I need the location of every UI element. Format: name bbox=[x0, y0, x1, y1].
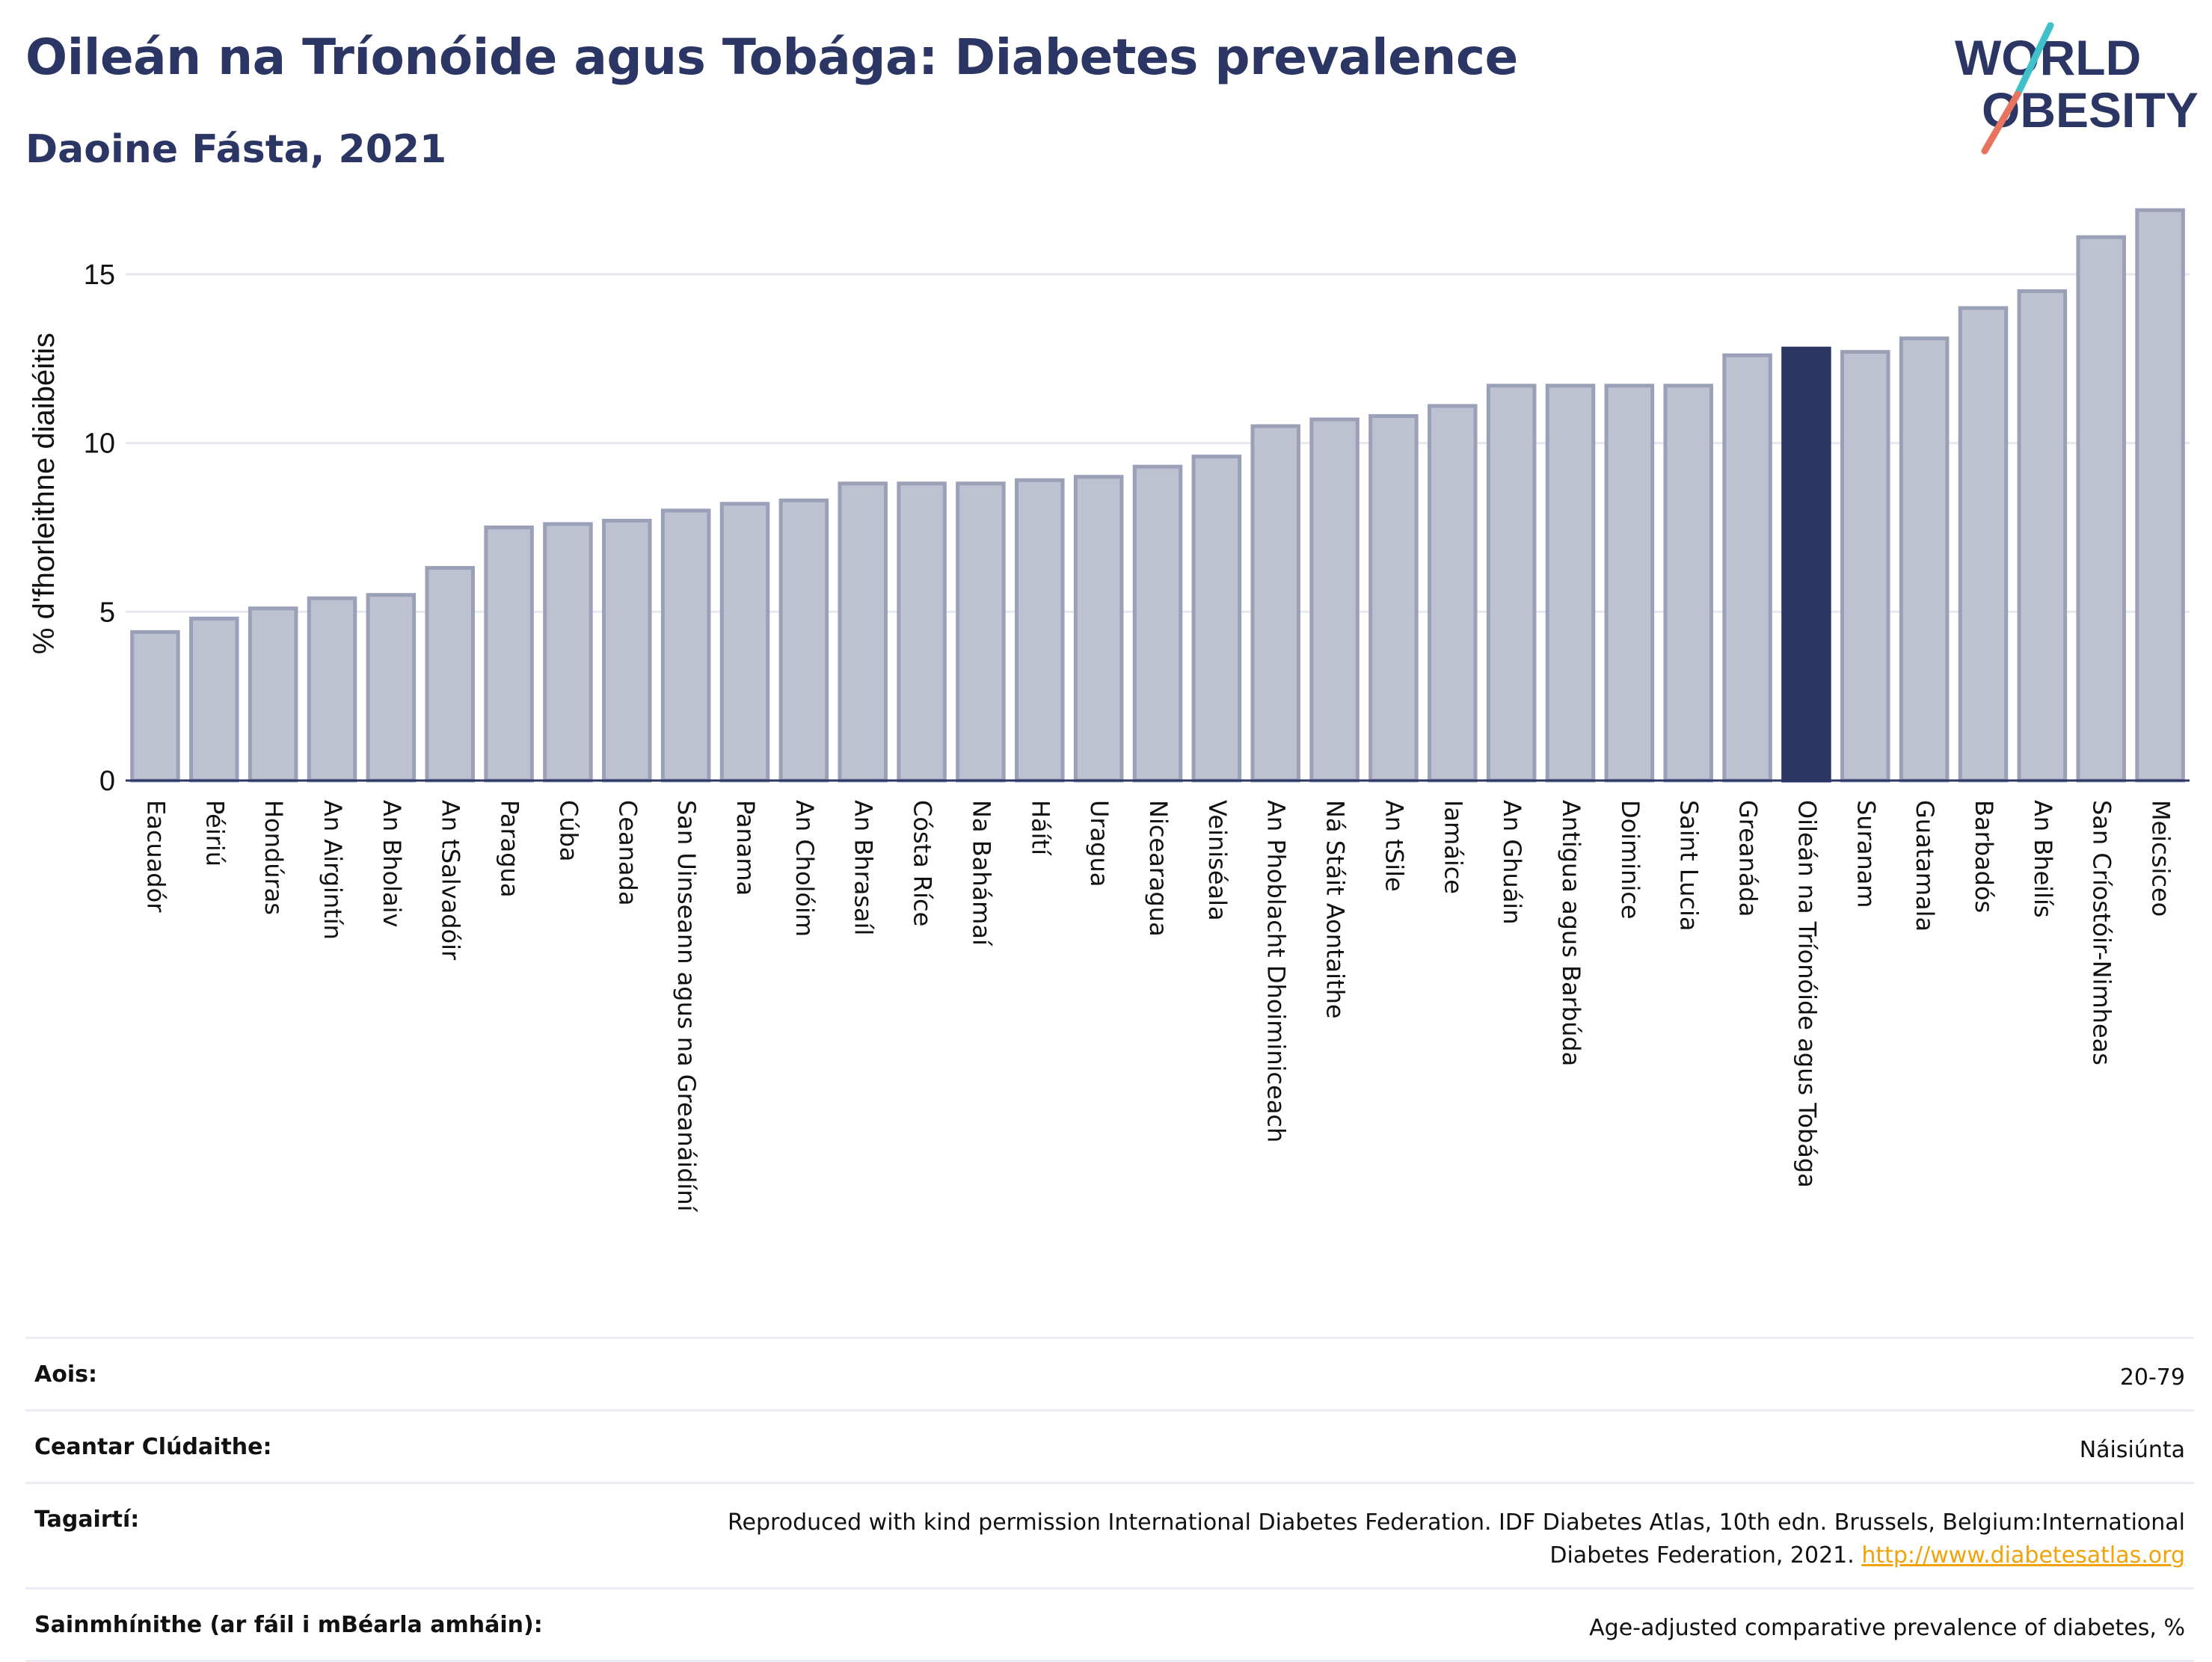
x-tick-label: Doiminice bbox=[1616, 800, 1644, 920]
x-tick-label: Suranam bbox=[1852, 800, 1880, 908]
x-tick-label: An Bheilís bbox=[2029, 800, 2057, 918]
x-tick-label: Cósta Ríce bbox=[909, 800, 937, 926]
meta-value: Náisiúnta bbox=[2079, 1437, 2185, 1463]
bar bbox=[1840, 350, 1890, 783]
meta-value: Reproduced with kind permission Internat… bbox=[728, 1509, 2185, 1569]
x-tick-label: Ná Stáit Aontaithe bbox=[1321, 800, 1350, 1019]
x-tick-label: Oileán na Tríonóide agus Tobága bbox=[1792, 800, 1821, 1188]
logo-slash-red bbox=[1981, 90, 2021, 155]
bar-chart: 0 5 10 15 Eacuadór Péiriú Hondúras An Airgintí… bbox=[28, 208, 2190, 1213]
meta-row: Sainmhínithe (ar fáil i mBéarla amháin):… bbox=[25, 1589, 2194, 1662]
x-tick-label: Meicsiceo bbox=[2147, 800, 2175, 917]
x-tick-label: Uragua bbox=[1085, 800, 1113, 887]
x-tick-label: San Críostóir-Nimheas bbox=[2088, 800, 2116, 1065]
y-tick-label: 10 bbox=[84, 428, 115, 460]
x-tick-label: Guatamala bbox=[1911, 800, 1939, 932]
meta-row: Aois: 20-79 bbox=[25, 1339, 2194, 1412]
bar bbox=[484, 525, 534, 783]
bars bbox=[130, 208, 2185, 783]
bar bbox=[1368, 413, 1419, 783]
bar bbox=[778, 498, 829, 783]
x-tick-label: Eacuadór bbox=[141, 800, 170, 913]
bar bbox=[956, 481, 1006, 783]
logo-slash-teal bbox=[2014, 22, 2054, 98]
logo-text-world: WORLD bbox=[1955, 30, 2141, 85]
bar bbox=[1132, 464, 1183, 783]
bar bbox=[1899, 336, 1950, 783]
y-axis-label: % d'fhorleithne diaibéitis bbox=[28, 333, 61, 654]
bar bbox=[1309, 417, 1360, 783]
x-tick-label: Iamáice bbox=[1439, 800, 1467, 894]
meta-row: Tagairtí: Reproduced with kind permission… bbox=[25, 1484, 2194, 1589]
x-tick-label: Péiriú bbox=[200, 800, 229, 867]
x-tick-label: Na Bahámaí bbox=[967, 800, 995, 947]
bar bbox=[1428, 404, 1478, 783]
meta-label: Tagairtí: bbox=[34, 1506, 140, 1533]
bar bbox=[1604, 384, 1655, 783]
bar bbox=[660, 508, 711, 783]
y-tick-label: 0 bbox=[99, 766, 115, 797]
x-tick-label: Nicearagua bbox=[1144, 800, 1173, 937]
y-tick-labels: 0 5 10 15 bbox=[84, 259, 115, 797]
x-tick-label: An Airgintín bbox=[319, 800, 347, 940]
x-tick-label: An Cholóim bbox=[790, 800, 819, 937]
chart-subtitle: Daoine Fásta, 2021 bbox=[25, 127, 447, 172]
x-tick-label: An tSalvadóir bbox=[437, 800, 465, 961]
y-tick-label: 15 bbox=[84, 259, 115, 291]
x-tick-label: An Bholaiv bbox=[378, 800, 406, 927]
x-tick-label: Antigua agus Barbúda bbox=[1557, 800, 1585, 1066]
meta-value: 20-79 bbox=[2119, 1364, 2185, 1391]
x-tick-label: Barbadós bbox=[1970, 800, 1998, 913]
x-tick-label: Veiniséala bbox=[1203, 800, 1232, 921]
bar bbox=[1015, 478, 1065, 783]
x-tick-label: Paragua bbox=[496, 800, 524, 897]
reference-link[interactable]: http://www.diabetesatlas.org bbox=[1861, 1542, 2185, 1569]
x-tick-labels: Eacuadór Péiriú Hondúras An Airgintín An Bho… bbox=[141, 800, 2175, 1213]
bar bbox=[719, 502, 770, 783]
x-tick-label: Saint Lucia bbox=[1675, 800, 1703, 931]
x-tick-label: San Uinseann agus na Greanáidíní bbox=[672, 800, 701, 1213]
bar bbox=[130, 630, 180, 783]
meta-row: Ceantar Clúdaithe: Náisiúnta bbox=[25, 1412, 2194, 1484]
bar bbox=[2076, 235, 2126, 783]
x-tick-label: An tSile bbox=[1380, 800, 1408, 892]
bar bbox=[248, 606, 298, 783]
bar bbox=[602, 518, 652, 783]
bar bbox=[1486, 384, 1537, 783]
metadata-table: Aois: 20-79 Ceantar Clúdaithe: Náisiúnta Tag… bbox=[25, 1337, 2194, 1662]
bar-highlighted bbox=[1781, 346, 1831, 783]
meta-value: Age-adjusted comparative prevalence of d… bbox=[1589, 1615, 2185, 1641]
world-obesity-logo: WORLD OBESITY bbox=[1955, 22, 2199, 155]
bar bbox=[1073, 475, 1124, 783]
x-tick-label: Panama bbox=[731, 800, 760, 896]
bar bbox=[838, 481, 888, 783]
bar bbox=[2017, 289, 2068, 783]
bar bbox=[1663, 384, 1713, 783]
x-tick-label: Ceanada bbox=[613, 800, 642, 905]
x-tick-label: Háítí bbox=[1026, 800, 1054, 856]
bar bbox=[1250, 424, 1300, 783]
bar bbox=[1958, 306, 2009, 783]
y-tick-label: 5 bbox=[99, 597, 115, 628]
chart-title: Oileán na Tríonóide agus Tobága: Diabete… bbox=[25, 28, 1518, 86]
meta-label: Aois: bbox=[34, 1361, 97, 1388]
x-tick-label: An Bhrasaíl bbox=[850, 800, 878, 935]
x-tick-label: Greanáda bbox=[1734, 800, 1763, 917]
bar bbox=[897, 481, 947, 783]
bar bbox=[307, 596, 357, 783]
bar bbox=[1191, 455, 1242, 783]
x-tick-label: Hondúras bbox=[259, 800, 288, 915]
bar bbox=[543, 522, 593, 783]
bar bbox=[366, 593, 417, 783]
bar bbox=[2135, 208, 2185, 783]
bar bbox=[1545, 384, 1596, 783]
meta-label: Sainmhínithe (ar fáil i mBéarla amháin): bbox=[34, 1612, 543, 1638]
x-tick-label: Cúba bbox=[554, 800, 583, 862]
bar bbox=[1722, 353, 1772, 783]
bar bbox=[425, 566, 475, 783]
bar bbox=[189, 616, 239, 783]
x-tick-label: An Ghuáin bbox=[1498, 800, 1526, 924]
meta-label: Ceantar Clúdaithe: bbox=[34, 1434, 272, 1460]
x-tick-label: An Phoblacht Dhoiminiceach bbox=[1262, 800, 1291, 1142]
